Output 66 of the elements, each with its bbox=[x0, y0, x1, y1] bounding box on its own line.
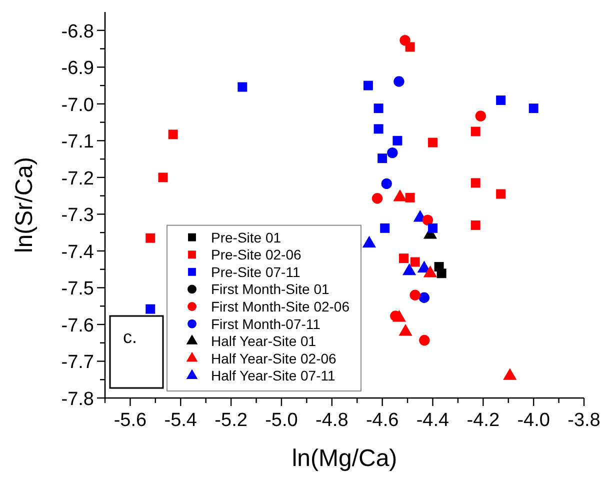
point bbox=[405, 192, 415, 202]
point bbox=[470, 126, 480, 136]
x-tick-label: -5.6 bbox=[114, 410, 147, 431]
legend-label: Pre-Site 01 bbox=[211, 229, 282, 246]
point bbox=[372, 193, 383, 204]
point bbox=[419, 334, 430, 346]
point bbox=[422, 214, 434, 226]
point bbox=[470, 220, 480, 230]
legend-label: Pre-Site 07-11 bbox=[211, 264, 300, 280]
point bbox=[374, 104, 384, 114]
point bbox=[410, 290, 420, 300]
x-axis-title: ln(Mg/Ca) bbox=[292, 445, 398, 472]
point bbox=[238, 82, 248, 92]
x-tick-label: -5.0 bbox=[265, 410, 298, 431]
point bbox=[475, 110, 486, 122]
y-tick-label: -7.3 bbox=[61, 205, 94, 226]
y-tick-label: -7.4 bbox=[61, 242, 94, 263]
legend-label: First Month-07-11 bbox=[211, 316, 321, 332]
y-tick-label: -6.8 bbox=[61, 21, 94, 42]
point bbox=[374, 124, 384, 134]
annotation: c. bbox=[123, 327, 138, 347]
point bbox=[158, 172, 168, 182]
point bbox=[436, 268, 446, 278]
point bbox=[428, 138, 438, 148]
point bbox=[381, 178, 392, 190]
point bbox=[392, 136, 402, 146]
point bbox=[380, 223, 390, 233]
point bbox=[387, 147, 398, 158]
y-tick-label: -7.2 bbox=[61, 168, 94, 190]
x-tick-label: -4.6 bbox=[366, 410, 399, 431]
x-tick-label: -3.8 bbox=[568, 410, 600, 431]
point bbox=[146, 304, 156, 314]
y-tick-label: -7.8 bbox=[61, 389, 94, 410]
point bbox=[378, 154, 388, 164]
point bbox=[394, 76, 404, 87]
legend-label: Half Year-Site 01 bbox=[211, 333, 316, 350]
point bbox=[405, 42, 415, 52]
point bbox=[418, 292, 430, 303]
y-tick-label: -7.1 bbox=[61, 132, 94, 153]
legend-label: First Month-Site 01 bbox=[211, 281, 330, 298]
y-tick-label: -7.5 bbox=[61, 278, 94, 300]
legend-label: Half Year-Site 07-11 bbox=[211, 368, 336, 384]
point bbox=[496, 95, 506, 105]
x-tick-label: -4.2 bbox=[466, 410, 500, 431]
point bbox=[399, 254, 408, 264]
x-tick-label: -4.0 bbox=[517, 410, 550, 431]
point bbox=[168, 130, 178, 140]
point bbox=[496, 189, 506, 199]
point bbox=[528, 104, 538, 114]
point bbox=[363, 80, 373, 90]
x-tick-label: -4.8 bbox=[316, 410, 348, 431]
y-tick-label: -6.9 bbox=[61, 58, 94, 80]
point bbox=[146, 233, 156, 243]
y-tick-label: -7.6 bbox=[61, 315, 94, 336]
point bbox=[470, 178, 480, 188]
point bbox=[410, 257, 420, 267]
x-tick-label: -4.4 bbox=[416, 410, 450, 431]
y-tick-label: -7.7 bbox=[61, 352, 94, 374]
x-tick-label: -5.4 bbox=[164, 410, 198, 431]
legend-label: Half Year-Site 02-06 bbox=[211, 350, 337, 366]
legend-label: Pre-Site 02-06 bbox=[211, 246, 302, 263]
legend-label: First Month-Site 02-06 bbox=[211, 298, 350, 314]
y-tick-label: -7.0 bbox=[61, 94, 94, 116]
point bbox=[428, 223, 438, 233]
x-tick-label: -5.2 bbox=[214, 410, 248, 431]
y-axis-title: ln(Sr/Ca) bbox=[11, 156, 38, 254]
